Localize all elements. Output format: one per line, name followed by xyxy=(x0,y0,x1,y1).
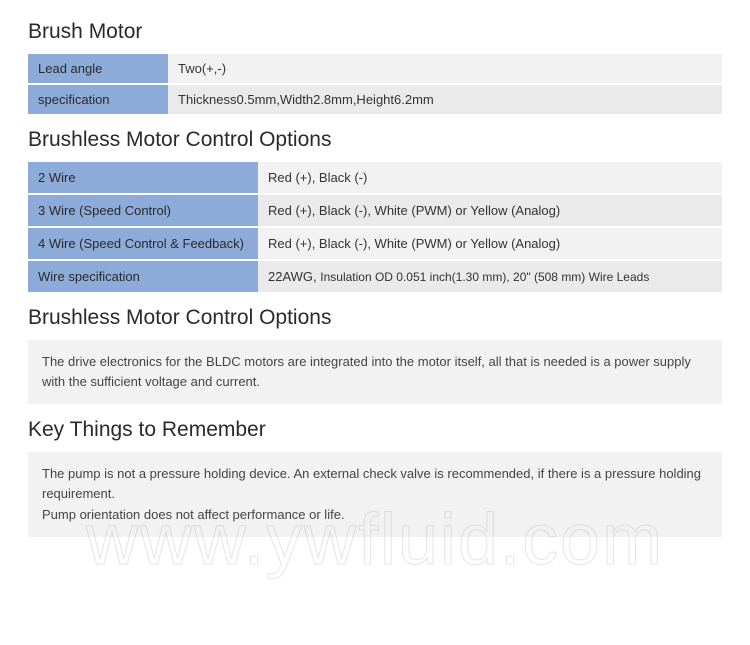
table-row: 2 Wire Red (+), Black (-) xyxy=(28,162,722,194)
value-cell: 22AWG, Insulation OD 0.051 inch(1.30 mm)… xyxy=(258,260,722,292)
label-cell: 3 Wire (Speed Control) xyxy=(28,194,258,227)
label-cell: 2 Wire xyxy=(28,162,258,194)
label-cell: specification xyxy=(28,84,168,114)
label-cell: 4 Wire (Speed Control & Feedback) xyxy=(28,227,258,260)
section-title-brushless-note: Brushless Motor Control Options xyxy=(28,306,722,330)
value-cell: Red (+), Black (-) xyxy=(258,162,722,194)
section-title-brush-motor: Brush Motor xyxy=(28,20,722,44)
section-title-brushless-table: Brushless Motor Control Options xyxy=(28,128,722,152)
section-title-key-things: Key Things to Remember xyxy=(28,418,722,442)
value-cell: Thickness0.5mm,Width2.8mm,Height6.2mm xyxy=(168,84,722,114)
brush-motor-table: Lead angle Two(+,-) specification Thickn… xyxy=(28,54,722,114)
table-row: 4 Wire (Speed Control & Feedback) Red (+… xyxy=(28,227,722,260)
value-lead: 22AWG, xyxy=(268,269,320,284)
table-row: specification Thickness0.5mm,Width2.8mm,… xyxy=(28,84,722,114)
key-things-line: The pump is not a pressure holding devic… xyxy=(42,464,708,504)
key-things-box: The pump is not a pressure holding devic… xyxy=(28,452,722,536)
table-row: Lead angle Two(+,-) xyxy=(28,54,722,84)
value-cell: Red (+), Black (-), White (PWM) or Yello… xyxy=(258,227,722,260)
table-row: Wire specification 22AWG, Insulation OD … xyxy=(28,260,722,292)
brushless-options-table: 2 Wire Red (+), Black (-) 3 Wire (Speed … xyxy=(28,162,722,292)
table-row: 3 Wire (Speed Control) Red (+), Black (-… xyxy=(28,194,722,227)
value-cell: Two(+,-) xyxy=(168,54,722,84)
label-cell: Lead angle xyxy=(28,54,168,84)
key-things-line: Pump orientation does not affect perform… xyxy=(42,505,708,525)
brushless-note-box: The drive electronics for the BLDC motor… xyxy=(28,340,722,404)
value-cell: Red (+), Black (-), White (PWM) or Yello… xyxy=(258,194,722,227)
value-tail: Insulation OD 0.051 inch(1.30 mm), 20" (… xyxy=(320,270,649,284)
label-cell: Wire specification xyxy=(28,260,258,292)
